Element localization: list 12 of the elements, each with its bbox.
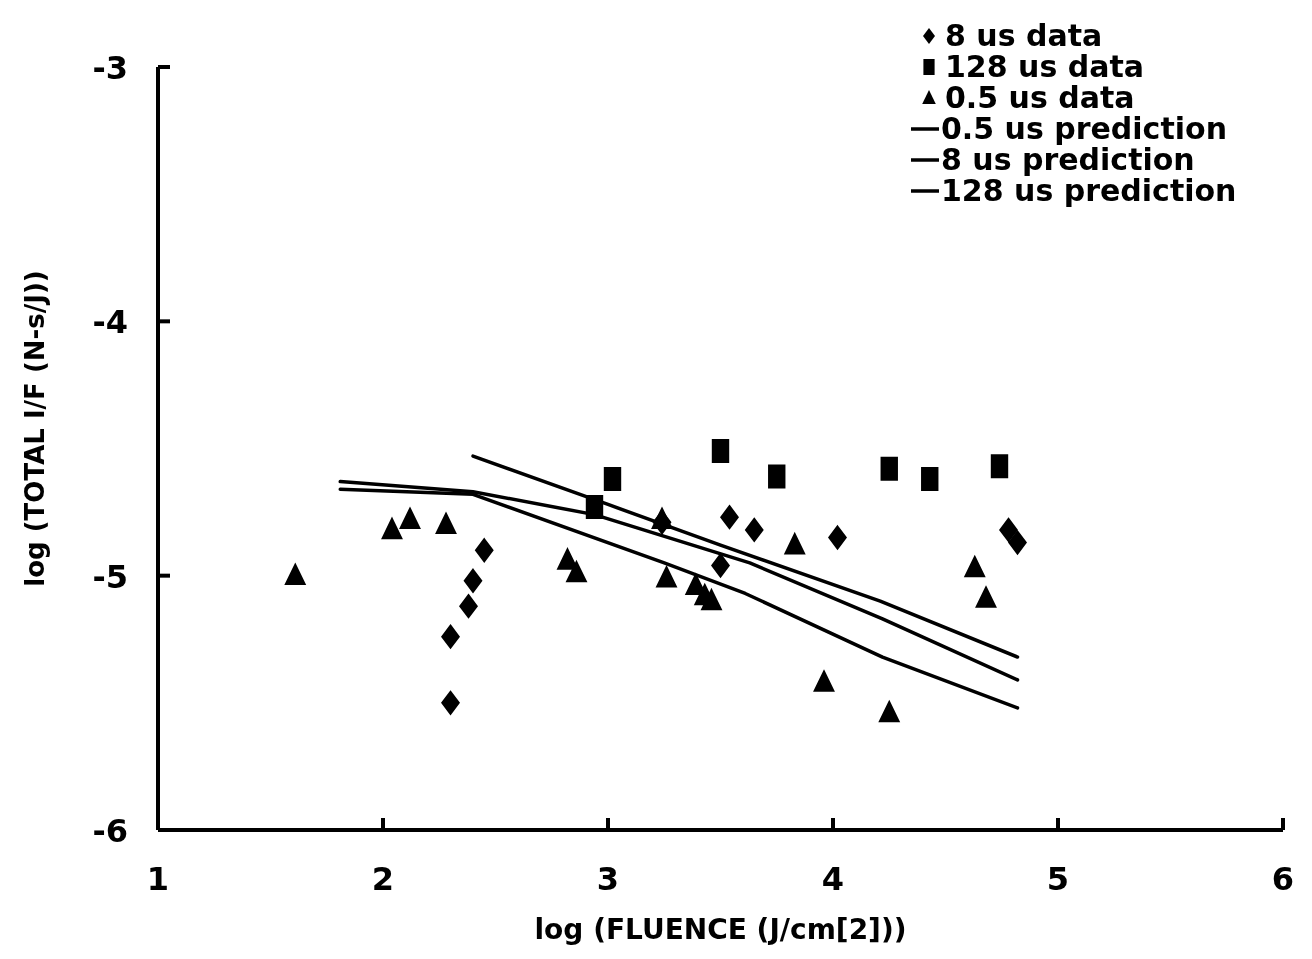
x-tick-label: 2	[371, 860, 395, 898]
y-tick-label: -3	[92, 49, 128, 87]
x-tick-label: 5	[1046, 860, 1070, 898]
x-tick-label: 3	[596, 860, 620, 898]
y-axis-title: log (TOTAL I/F (N-s/J))	[20, 270, 50, 587]
x-axis-title: log (FLUENCE (J/cm[2]))	[534, 913, 907, 946]
y-tick-label: -5	[92, 557, 128, 596]
x-tick-label: 1	[146, 860, 170, 898]
y-tick-label: -4	[92, 303, 128, 342]
x-tick-label: 4	[821, 860, 845, 898]
y-tick-label: -6	[92, 812, 128, 850]
x-tick-label: 6	[1271, 860, 1295, 898]
